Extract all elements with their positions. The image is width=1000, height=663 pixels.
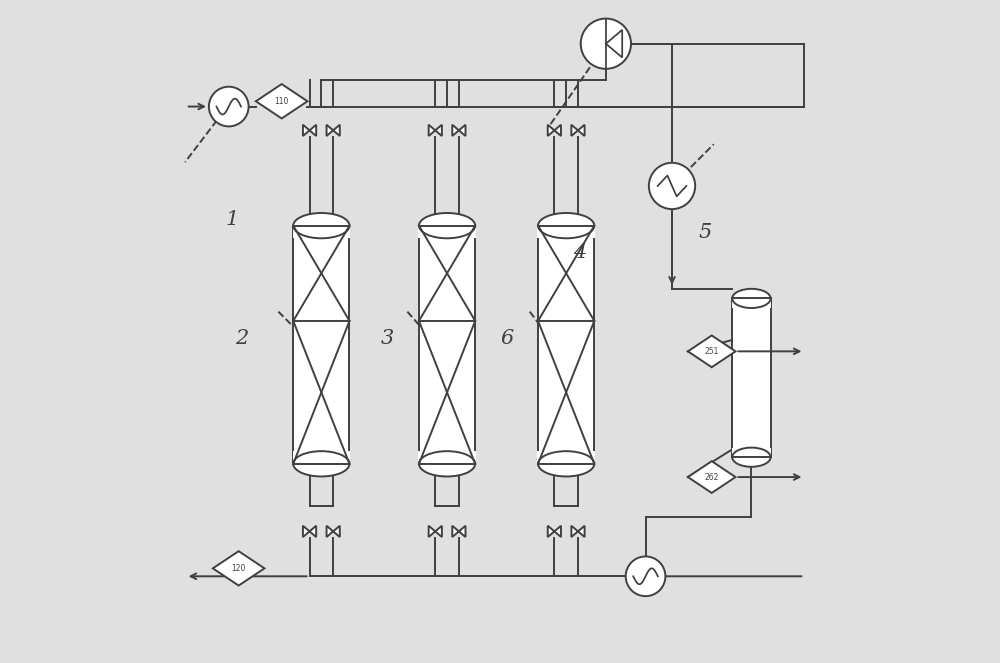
Text: 3: 3 bbox=[381, 329, 394, 347]
Text: 2: 2 bbox=[235, 329, 249, 347]
Polygon shape bbox=[688, 335, 736, 367]
Bar bbox=[732, 298, 771, 308]
Polygon shape bbox=[327, 526, 333, 537]
Polygon shape bbox=[578, 526, 585, 537]
Polygon shape bbox=[333, 526, 340, 537]
Ellipse shape bbox=[732, 289, 771, 308]
Circle shape bbox=[626, 556, 665, 596]
Circle shape bbox=[581, 19, 631, 69]
Bar bbox=[732, 298, 771, 457]
Circle shape bbox=[209, 87, 249, 127]
Polygon shape bbox=[548, 526, 554, 537]
Polygon shape bbox=[571, 125, 578, 136]
Polygon shape bbox=[310, 125, 316, 136]
Text: 5: 5 bbox=[698, 223, 712, 242]
Ellipse shape bbox=[538, 213, 594, 238]
Bar bbox=[537, 451, 595, 464]
Polygon shape bbox=[548, 125, 554, 136]
Polygon shape bbox=[435, 526, 442, 537]
Polygon shape bbox=[578, 125, 585, 136]
Polygon shape bbox=[688, 461, 736, 493]
Text: 4: 4 bbox=[573, 243, 586, 262]
Polygon shape bbox=[310, 526, 316, 537]
Bar bbox=[538, 225, 594, 464]
Ellipse shape bbox=[419, 451, 475, 477]
Polygon shape bbox=[256, 84, 307, 119]
Polygon shape bbox=[554, 526, 561, 537]
Circle shape bbox=[649, 163, 695, 209]
Ellipse shape bbox=[293, 451, 349, 477]
Polygon shape bbox=[452, 526, 459, 537]
Text: 262: 262 bbox=[705, 473, 719, 481]
Ellipse shape bbox=[293, 213, 349, 238]
Ellipse shape bbox=[732, 448, 771, 467]
Ellipse shape bbox=[419, 213, 475, 238]
Bar bbox=[418, 451, 476, 464]
Polygon shape bbox=[327, 125, 333, 136]
Polygon shape bbox=[459, 526, 465, 537]
Bar bbox=[293, 225, 350, 238]
Bar bbox=[537, 225, 595, 238]
Ellipse shape bbox=[538, 451, 594, 477]
Polygon shape bbox=[303, 526, 310, 537]
Polygon shape bbox=[429, 125, 435, 136]
Bar bbox=[418, 225, 476, 238]
Text: 120: 120 bbox=[231, 564, 246, 573]
Bar bbox=[293, 451, 350, 464]
Bar bbox=[732, 448, 771, 457]
Text: 251: 251 bbox=[705, 347, 719, 356]
Polygon shape bbox=[213, 551, 264, 585]
Text: 1: 1 bbox=[225, 210, 239, 229]
Text: 110: 110 bbox=[274, 97, 289, 106]
Polygon shape bbox=[459, 125, 465, 136]
Polygon shape bbox=[333, 125, 340, 136]
Polygon shape bbox=[554, 125, 561, 136]
Text: 6: 6 bbox=[500, 329, 513, 347]
Polygon shape bbox=[571, 526, 578, 537]
Bar bbox=[293, 225, 349, 464]
Polygon shape bbox=[429, 526, 435, 537]
Polygon shape bbox=[435, 125, 442, 136]
Bar bbox=[419, 225, 475, 464]
Polygon shape bbox=[303, 125, 310, 136]
Polygon shape bbox=[452, 125, 459, 136]
